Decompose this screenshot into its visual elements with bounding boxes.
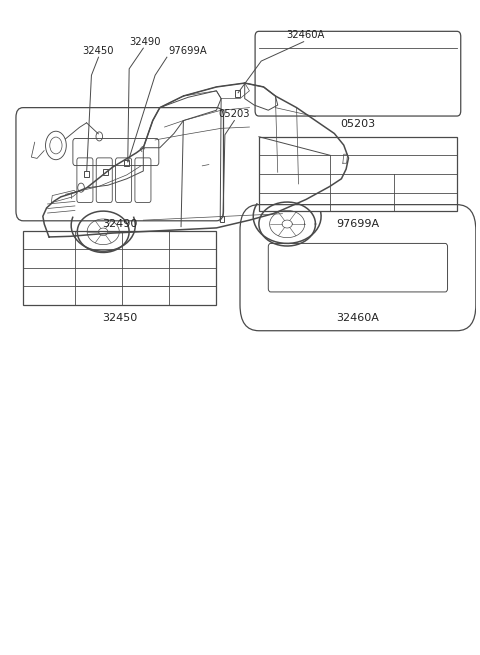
Text: 97699A: 97699A <box>336 219 380 229</box>
Text: 32490: 32490 <box>129 37 160 47</box>
Text: 97699A: 97699A <box>168 46 207 56</box>
Bar <box>84 171 89 178</box>
Bar <box>235 90 240 97</box>
Bar <box>124 160 129 166</box>
Text: 32460A: 32460A <box>336 312 379 323</box>
Bar <box>104 170 108 175</box>
Text: 32450: 32450 <box>83 46 114 56</box>
Text: 32450: 32450 <box>102 312 137 323</box>
Bar <box>23 231 216 305</box>
Bar <box>259 137 457 211</box>
Text: 05203: 05203 <box>340 119 375 128</box>
Text: 32460A: 32460A <box>286 30 324 41</box>
Text: 05203: 05203 <box>218 109 250 119</box>
Bar <box>220 215 225 222</box>
Text: 32490: 32490 <box>102 219 137 229</box>
